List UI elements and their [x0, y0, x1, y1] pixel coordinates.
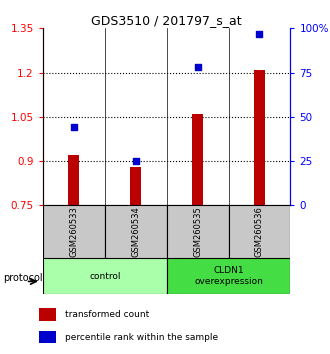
Text: CLDN1
overexpression: CLDN1 overexpression [194, 267, 263, 286]
Bar [39, 331, 56, 343]
Bar [68, 155, 80, 205]
Bar [105, 205, 167, 258]
Text: protocol: protocol [3, 273, 43, 283]
Text: GSM260533: GSM260533 [69, 206, 78, 257]
Text: control: control [89, 272, 120, 281]
Bar [167, 205, 228, 258]
Text: GSM260534: GSM260534 [131, 206, 140, 257]
Bar [43, 258, 167, 294]
Point [71, 125, 77, 130]
Title: GDS3510 / 201797_s_at: GDS3510 / 201797_s_at [91, 14, 242, 27]
Point [133, 158, 138, 164]
Bar [43, 205, 105, 258]
Text: transformed count: transformed count [65, 310, 149, 319]
Bar [167, 258, 290, 294]
Point [257, 31, 262, 36]
Bar [228, 205, 290, 258]
Bar [254, 70, 265, 205]
Text: GSM260536: GSM260536 [255, 206, 264, 257]
Text: percentile rank within the sample: percentile rank within the sample [65, 332, 218, 342]
Point [195, 64, 200, 70]
Bar [39, 308, 56, 321]
Bar [130, 167, 141, 205]
Bar [192, 114, 203, 205]
Text: GSM260535: GSM260535 [193, 206, 202, 257]
